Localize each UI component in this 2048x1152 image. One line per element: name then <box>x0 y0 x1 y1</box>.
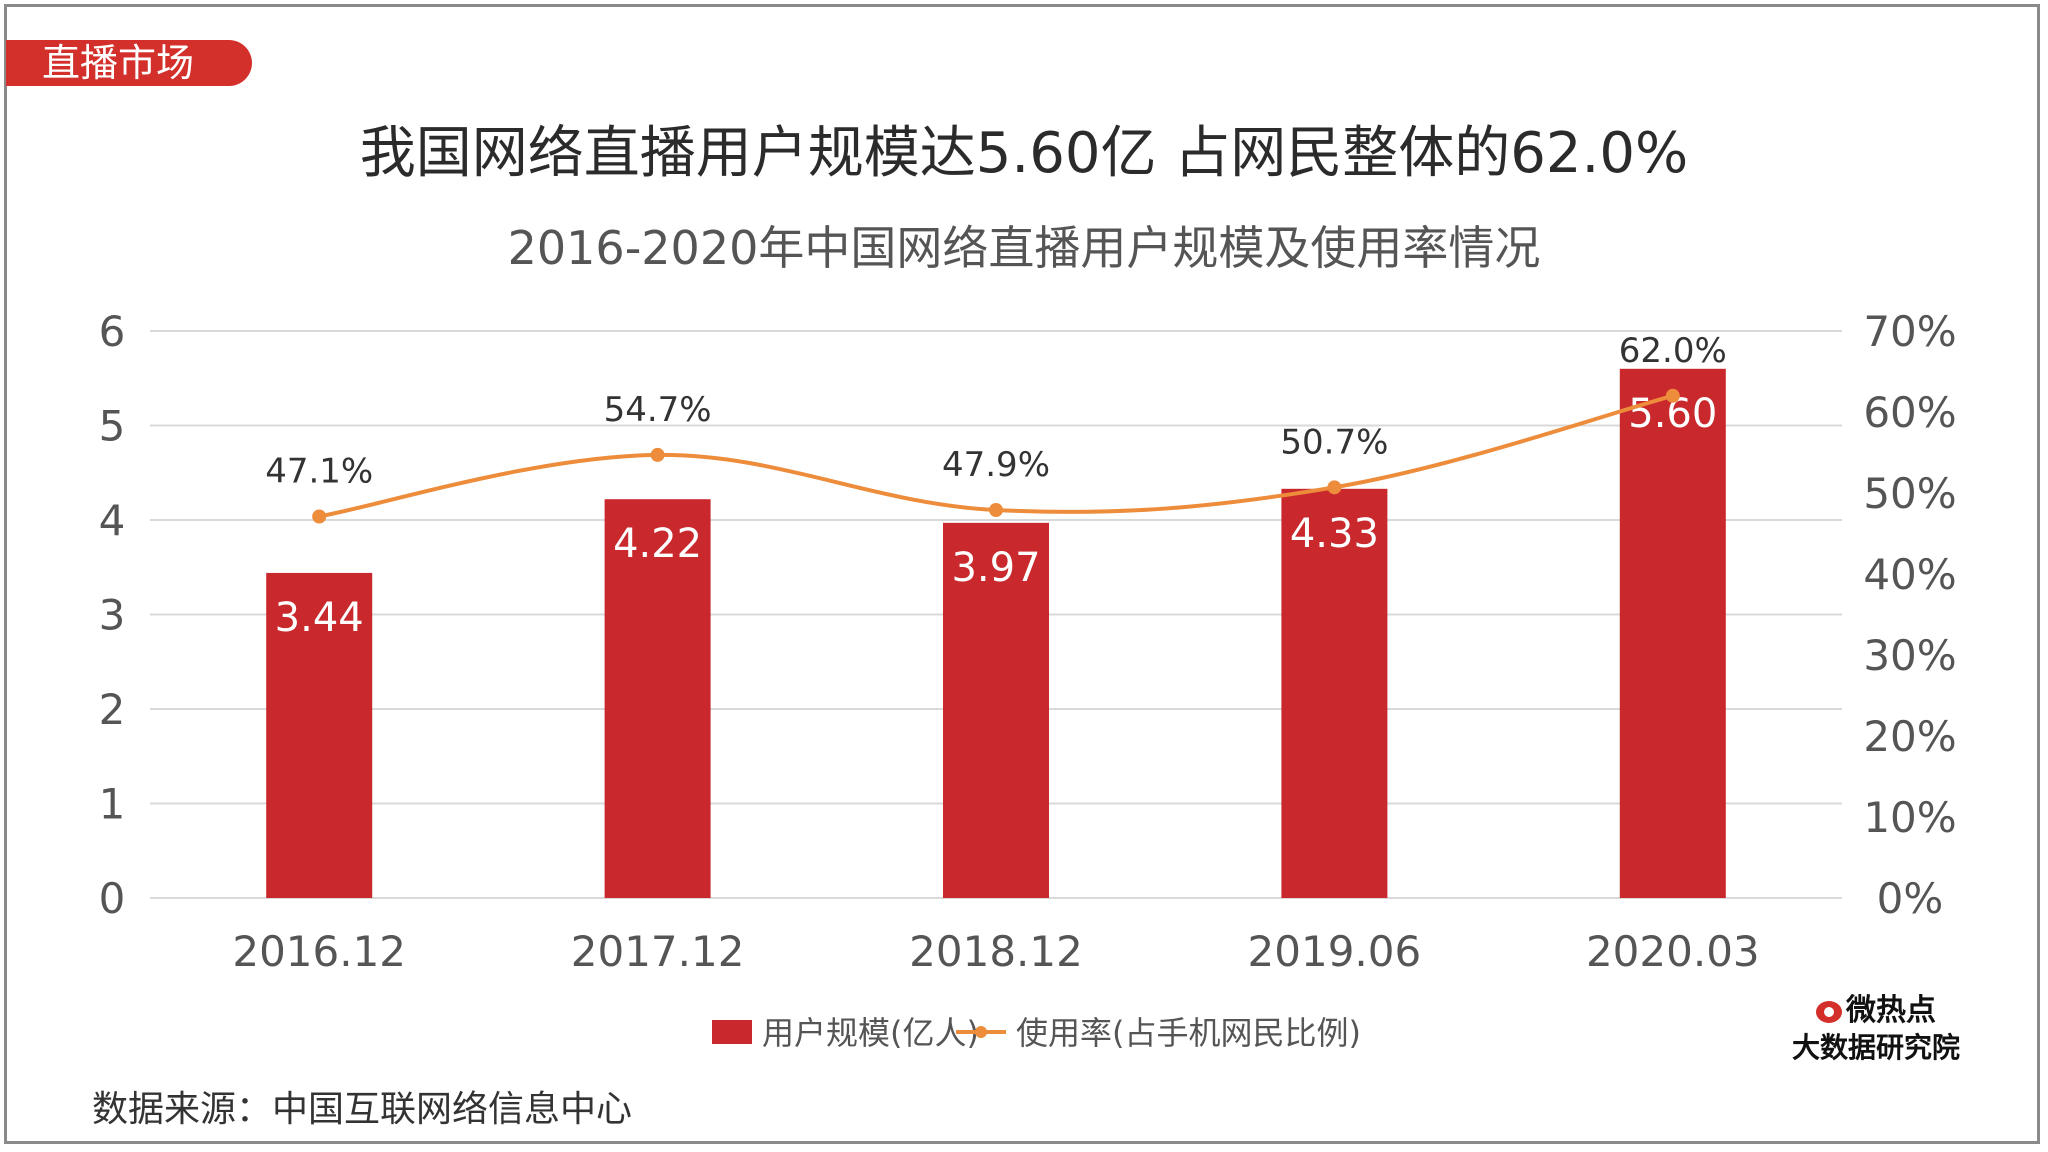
x-tick-label: 2019.06 <box>1248 927 1422 976</box>
legend-bar-swatch <box>712 1020 752 1044</box>
x-tick-label: 2020.03 <box>1586 927 1760 976</box>
bar-value-label: 4.33 <box>1290 511 1379 557</box>
chart-title: 2016-2020年中国网络直播用户规模及使用率情况 <box>508 221 1541 275</box>
bar-value-label: 3.97 <box>951 545 1040 591</box>
y-tick-label: 2 <box>99 685 126 734</box>
bar <box>1281 488 1388 898</box>
eye-logo-icon <box>1816 1001 1842 1023</box>
section-tag: 直播市场 <box>6 40 252 86</box>
usage-rate-label: 50.7% <box>1280 422 1388 462</box>
usage-rate-label: 47.1% <box>265 451 373 491</box>
y-tick-label: 4 <box>99 496 126 545</box>
y-tick-label: 3 <box>99 591 126 640</box>
brand-line2: 大数据研究院 <box>1791 1031 1960 1064</box>
bar <box>266 572 373 898</box>
y2-tick-label: 10% <box>1863 793 1956 842</box>
y2-tick-label: 20% <box>1863 712 1956 761</box>
bar <box>1619 368 1726 898</box>
image-frame <box>4 4 2040 1144</box>
usage-rate-point <box>989 503 1003 518</box>
usage-rate-label: 54.7% <box>604 390 712 430</box>
usage-rate-point <box>1665 388 1680 403</box>
bar <box>604 499 711 898</box>
y2-tick-label: 0% <box>1877 874 1944 923</box>
y2-tick-label: 60% <box>1863 388 1956 437</box>
brand-logo: 微热点 大数据研究院 <box>1776 994 1976 1068</box>
y-tick-label: 1 <box>99 780 126 829</box>
y-tick-label: 6 <box>99 307 126 356</box>
usage-rate-label: 62.0% <box>1619 331 1727 371</box>
legend-line-label: 使用率(占手机网民比例) <box>1016 1014 1361 1052</box>
y2-tick-label: 40% <box>1863 550 1956 599</box>
x-tick-label: 2018.12 <box>909 927 1083 976</box>
bar-value-label: 3.44 <box>275 595 364 641</box>
data-source: 数据来源：中国互联网络信息中心 <box>92 1089 633 1130</box>
bar-value-label: 4.22 <box>613 521 702 567</box>
headline: 我国网络直播用户规模达5.60亿 占网民整体的62.0% <box>359 121 1689 186</box>
x-tick-label: 2017.12 <box>571 927 745 976</box>
x-tick-label: 2016.12 <box>232 927 406 976</box>
legend-bar-label: 用户规模(亿人) <box>762 1014 979 1052</box>
y2-tick-label: 50% <box>1863 469 1956 518</box>
usage-rate-point <box>1327 480 1342 495</box>
y-tick-label: 5 <box>99 402 126 451</box>
y2-tick-label: 30% <box>1863 631 1956 680</box>
y-tick-label: 0 <box>99 874 126 923</box>
brand-line1: 微热点 <box>1846 993 1936 1028</box>
legend-line-marker <box>975 1026 987 1038</box>
bar <box>943 522 1049 898</box>
usage-rate-label: 47.9% <box>942 445 1050 485</box>
usage-rate-point <box>650 447 665 462</box>
y2-tick-label: 70% <box>1863 307 1956 356</box>
usage-rate-point <box>312 509 327 524</box>
